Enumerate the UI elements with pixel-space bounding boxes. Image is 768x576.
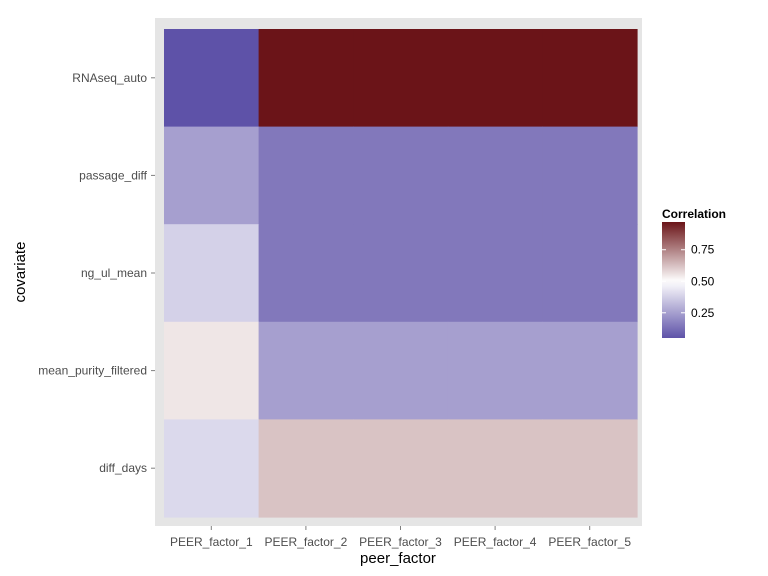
y-tick-label: RNAseq_auto xyxy=(72,71,147,85)
x-tick-label: PEER_factor_5 xyxy=(548,535,631,549)
heatmap-cell xyxy=(258,224,354,323)
heatmap-cell xyxy=(258,419,354,518)
heatmap-cell xyxy=(353,224,449,323)
x-axis-title: peer_factor xyxy=(360,550,436,567)
heatmap-cell xyxy=(542,126,638,225)
y-tick-label: diff_days xyxy=(99,461,147,475)
heatmap-cell xyxy=(542,224,638,323)
heatmap-cell xyxy=(258,321,354,420)
legend-tick-label: 0.75 xyxy=(691,243,715,257)
heatmap-cell xyxy=(258,126,354,225)
legend-colorbar xyxy=(662,222,685,338)
heatmap-cells xyxy=(164,29,638,518)
legend-ticks: 0.25 0.50 0.75 xyxy=(662,243,715,320)
heatmap-cell xyxy=(447,126,543,225)
y-tick-label: ng_ul_mean xyxy=(81,266,147,280)
x-axis-ticks: PEER_factor_1 PEER_factor_2 PEER_factor_3 P… xyxy=(170,526,631,549)
heatmap-cell xyxy=(353,419,449,518)
heatmap-cell xyxy=(353,321,449,420)
heatmap-cell xyxy=(164,321,260,420)
legend-title: Correlation xyxy=(662,207,726,221)
heatmap-cell xyxy=(447,29,543,128)
heatmap-cell xyxy=(542,419,638,518)
y-tick-label: mean_purity_filtered xyxy=(38,364,147,378)
x-tick-label: PEER_factor_3 xyxy=(359,535,442,549)
heatmap-cell xyxy=(164,126,260,225)
heatmap-cell xyxy=(447,419,543,518)
heatmap-cell xyxy=(542,29,638,128)
heatmap-cell xyxy=(164,224,260,323)
heatmap-cell xyxy=(447,321,543,420)
heatmap-cell xyxy=(258,29,354,128)
heatmap-cell xyxy=(447,224,543,323)
heatmap-cell xyxy=(164,29,260,128)
heatmap-cell xyxy=(542,321,638,420)
legend: Correlation 0.25 0.50 0.75 xyxy=(662,207,726,338)
y-axis-title: covariate xyxy=(12,242,29,303)
heatmap-cell xyxy=(353,29,449,128)
x-tick-label: PEER_factor_1 xyxy=(170,535,253,549)
legend-tick-label: 0.25 xyxy=(691,306,715,320)
y-tick-label: passage_diff xyxy=(79,168,148,182)
heatmap-cell xyxy=(164,419,260,518)
legend-tick-label: 0.50 xyxy=(691,274,715,288)
y-axis-ticks: RNAseq_auto passage_diff ng_ul_mean mean_pu… xyxy=(38,71,155,475)
heatmap-cell xyxy=(353,126,449,225)
x-tick-label: PEER_factor_2 xyxy=(265,535,348,549)
x-tick-label: PEER_factor_4 xyxy=(454,535,537,549)
